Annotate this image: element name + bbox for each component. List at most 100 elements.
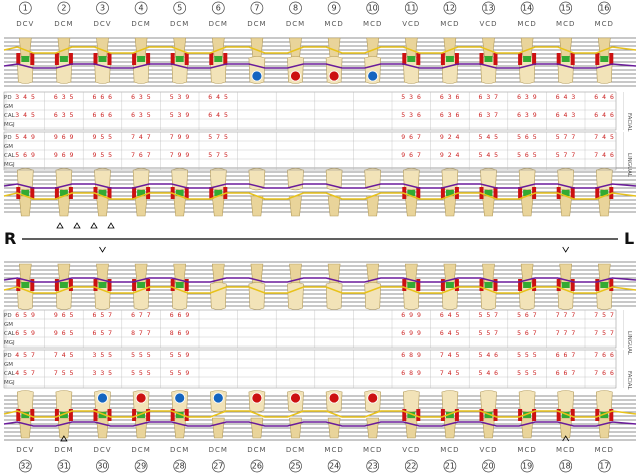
lower-facial-tooth	[16, 390, 35, 439]
lower-tooth-number: 26	[252, 462, 262, 471]
furcation-marker	[561, 412, 570, 418]
lower-tooth-number: 30	[97, 462, 107, 471]
lower-surface-label: MCD	[440, 446, 459, 454]
chevron-icon	[562, 435, 570, 442]
bleeding-marker	[107, 187, 112, 199]
bleeding-marker	[107, 279, 112, 291]
lower-lingual-tooth	[93, 263, 112, 310]
cell-value: 6 4 5	[440, 311, 460, 319]
lower-lingual-tooth	[170, 263, 189, 310]
tooth-crown	[364, 282, 382, 310]
bleeding-marker	[570, 279, 575, 291]
bleeding-marker	[532, 409, 537, 421]
bleeding-marker	[132, 279, 137, 291]
upper-surface-label: DCM	[54, 20, 73, 28]
upper-tooth-number: 16	[599, 4, 609, 13]
tooth-crown	[441, 390, 459, 413]
row-label: GM	[4, 104, 13, 110]
cell-value: 6 3 5	[54, 111, 74, 119]
furcation-marker	[484, 190, 493, 196]
row-label: GM	[4, 322, 13, 328]
upper-lingual-gingival-margin	[3, 192, 637, 200]
cell-value: 6 4 5	[440, 329, 460, 337]
lower-facial-tooth	[479, 390, 498, 439]
bleeding-marker	[493, 279, 498, 291]
furcation-marker	[21, 282, 30, 288]
bleeding-marker	[93, 53, 98, 65]
implant-icon	[174, 392, 186, 404]
missing-tooth-icon	[290, 70, 301, 82]
cell-value: 6 5 7	[93, 329, 113, 337]
cell-value: 6 4 5	[208, 111, 228, 119]
furcation-triangle	[56, 222, 64, 229]
cell-value: 9 5 5	[93, 133, 113, 141]
upper-facial-tooth	[556, 37, 575, 84]
cell-value: 5 3 6	[401, 111, 421, 119]
bleeding-marker	[440, 279, 445, 291]
cell-value: 9 6 5	[54, 311, 74, 319]
furcation-marker	[600, 412, 609, 418]
side-left-label: L	[624, 229, 634, 248]
side-label: LINGUAL	[626, 153, 632, 178]
furcation-marker	[445, 190, 454, 196]
tooth-root	[289, 417, 302, 439]
furcation-marker	[600, 190, 609, 196]
cell-value: 5 6 7	[517, 311, 537, 319]
tooth-number-circle	[96, 1, 109, 15]
cell-value: 3 5 5	[93, 351, 113, 359]
cell-value: 6 3 5	[131, 93, 151, 101]
upper-lingual-tooth	[209, 168, 228, 217]
tooth-root	[96, 417, 109, 439]
bleeding-marker	[209, 53, 214, 65]
tooth-root	[404, 195, 418, 217]
upper-facial-tooth	[170, 37, 189, 84]
upper-surface-label: MCD	[324, 20, 343, 28]
cell-value: 5 5 5	[517, 351, 537, 359]
cell-value: 6 6 7	[556, 351, 576, 359]
tooth-number-circle	[404, 1, 418, 15]
cell-value: 4 5 7	[15, 369, 35, 377]
bleeding-marker	[595, 279, 600, 291]
upper-facial-tooth	[479, 37, 498, 84]
tooth-root	[250, 195, 264, 217]
furcation-marker	[137, 56, 146, 62]
lower-tooth-number: 21	[445, 462, 455, 471]
bleeding-marker	[30, 53, 35, 65]
tooth-root	[134, 417, 148, 439]
bleeding-marker	[30, 279, 35, 291]
lower-tooth-number: 25	[290, 462, 300, 471]
upper-tooth-number: 8	[293, 4, 298, 13]
upper-tooth-number: 1	[23, 4, 28, 13]
upper-facial-gingival-margin	[3, 46, 637, 54]
lower-tooth-number: 20	[483, 462, 493, 471]
tooth-root	[134, 195, 148, 217]
furcation-marker	[59, 190, 68, 196]
row-label: CAL	[4, 331, 16, 337]
tooth-number-circle	[443, 459, 457, 473]
tooth-root	[57, 195, 71, 217]
tooth-number-circle	[443, 1, 457, 15]
lower-lingual-tooth	[479, 263, 498, 310]
cell-value: 5 6 7	[517, 329, 537, 337]
lower-lingual-tooth	[595, 263, 614, 310]
upper-surface-label: MCD	[556, 20, 575, 28]
lower-facial-tooth	[325, 390, 343, 439]
tooth-root	[57, 417, 71, 439]
cell-value: 6 3 5	[54, 93, 74, 101]
bleeding-marker	[30, 187, 35, 199]
furcation-marker	[523, 282, 532, 288]
tooth-number-circle	[597, 459, 611, 473]
lower-tooth-number: 29	[136, 462, 146, 471]
cell-value: 6 3 6	[440, 93, 460, 101]
bleeding-marker	[479, 409, 484, 421]
lower-lingual-tooth	[556, 263, 575, 310]
furcation-marker	[445, 282, 454, 288]
cell-value: 6 3 6	[440, 111, 460, 119]
upper-surface-label: DCM	[170, 20, 189, 28]
tooth-root	[482, 195, 495, 217]
cell-value: 6 5 7	[93, 311, 113, 319]
lower-surface-label: DCM	[209, 446, 228, 454]
upper-tooth-number: 10	[368, 4, 378, 13]
bleeding-marker	[609, 409, 614, 421]
lower-facial-tooth	[364, 390, 382, 439]
